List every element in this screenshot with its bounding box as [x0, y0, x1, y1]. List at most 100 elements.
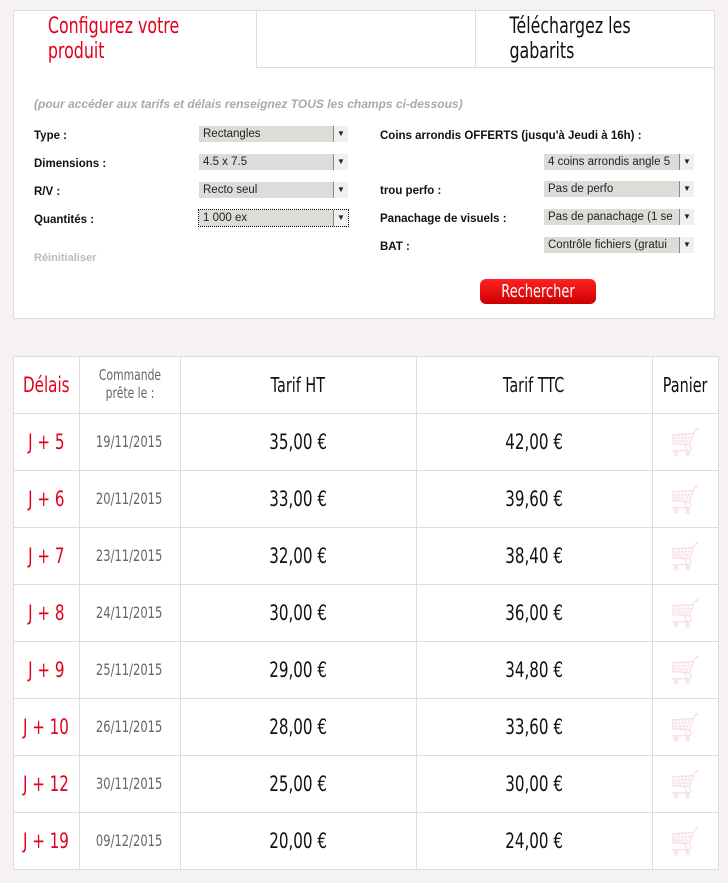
- tab-configure-label: Configurez votre produit: [47, 14, 180, 64]
- table-row: J + 12 30/11/2015 25,00 € 30,00 € 🛒︎: [13, 755, 719, 813]
- chevron-down-icon: ▼: [333, 126, 348, 142]
- delay-value: J + 7: [28, 544, 65, 568]
- cell-ready-date: 09/12/2015: [78, 812, 181, 870]
- table-row: J + 8 24/11/2015 30,00 € 36,00 € 🛒︎: [13, 584, 719, 642]
- corners-select[interactable]: 4 coins arrondis angle 5 ▼: [544, 154, 694, 170]
- cell-price-ht: 20,00 €: [179, 812, 417, 870]
- cart-icon[interactable]: 🛒︎: [667, 768, 703, 800]
- quantity-label: Quantités :: [34, 214, 95, 226]
- corners-value: 4 coins arrondis angle 5: [548, 156, 671, 168]
- delay-value: J + 5: [28, 430, 65, 454]
- cell-price-ttc: 30,00 €: [415, 755, 653, 813]
- form-hint: (pour accéder aux tarifs et délais rense…: [34, 97, 463, 111]
- cell-cart: 🛒︎: [651, 641, 719, 699]
- corners-label: Coins arrondis OFFERTS (jusqu'à Jeudi à …: [380, 130, 642, 142]
- header-ready-date-label: Commande prête le :: [98, 366, 161, 402]
- tab-configure[interactable]: Configurez votre produit: [14, 11, 256, 67]
- cell-price-ttc: 42,00 €: [415, 413, 653, 471]
- price-ttc-value: 36,00 €: [505, 601, 563, 625]
- ready-date-value: 25/11/2015: [96, 660, 163, 679]
- ready-date-value: 30/11/2015: [96, 774, 163, 793]
- price-ttc-value: 42,00 €: [505, 430, 563, 454]
- price-table: Délais Commande prête le : Tarif HT Tari…: [13, 356, 719, 870]
- ready-date-value: 20/11/2015: [96, 489, 163, 508]
- header-price-ttc-label: Tarif TTC: [503, 372, 565, 397]
- cell-price-ttc: 36,00 €: [415, 584, 653, 642]
- dimensions-select[interactable]: 4.5 x 7.5 ▼: [199, 154, 348, 170]
- type-label: Type :: [34, 130, 68, 142]
- cell-cart: 🛒︎: [651, 470, 719, 528]
- price-ht-value: 33,00 €: [269, 487, 327, 511]
- perfo-select[interactable]: Pas de perfo ▼: [544, 181, 694, 197]
- header-price-ht-label: Tarif HT: [270, 372, 326, 397]
- cell-cart: 🛒︎: [651, 527, 719, 585]
- cell-ready-date: 25/11/2015: [78, 641, 181, 699]
- delay-value: J + 10: [23, 715, 70, 739]
- header-delay: Délais: [13, 356, 80, 414]
- quantity-select[interactable]: 1 000 ex ▼: [198, 209, 349, 227]
- cell-price-ht: 35,00 €: [179, 413, 417, 471]
- chevron-down-icon: ▼: [679, 181, 694, 197]
- rv-value: Recto seul: [203, 184, 258, 196]
- header-price-ttc: Tarif TTC: [415, 356, 653, 414]
- search-button[interactable]: Rechercher: [480, 279, 596, 304]
- cart-icon[interactable]: 🛒︎: [667, 597, 703, 629]
- header-ready-date: Commande prête le :: [78, 356, 181, 414]
- price-ht-value: 29,00 €: [269, 658, 327, 682]
- price-ttc-value: 30,00 €: [505, 772, 563, 796]
- ready-date-value: 23/11/2015: [96, 546, 163, 565]
- price-ht-value: 28,00 €: [269, 715, 327, 739]
- cell-cart: 🛒︎: [651, 584, 719, 642]
- ready-date-value: 24/11/2015: [96, 603, 163, 622]
- configurator-panel: Configurez votre produit Téléchargez les…: [13, 10, 715, 319]
- table-row: J + 10 26/11/2015 28,00 € 33,60 € 🛒︎: [13, 698, 719, 756]
- type-select[interactable]: Rectangles ▼: [199, 126, 348, 142]
- cell-ready-date: 20/11/2015: [78, 470, 181, 528]
- header-cart-label: Panier: [662, 372, 708, 397]
- dimensions-value: 4.5 x 7.5: [203, 156, 248, 168]
- chevron-down-icon: ▼: [333, 182, 348, 198]
- cell-ready-date: 24/11/2015: [78, 584, 181, 642]
- delay-value: J + 19: [23, 829, 70, 853]
- bat-value: Contrôle fichiers (gratui: [548, 239, 667, 251]
- cell-price-ttc: 38,40 €: [415, 527, 653, 585]
- cell-price-ttc: 39,60 €: [415, 470, 653, 528]
- chevron-down-icon: ▼: [679, 237, 694, 253]
- price-ttc-value: 39,60 €: [505, 487, 563, 511]
- delay-value: J + 6: [28, 487, 65, 511]
- bat-label: BAT :: [380, 241, 410, 253]
- cart-icon[interactable]: 🛒︎: [667, 654, 703, 686]
- cell-cart: 🛒︎: [651, 698, 719, 756]
- table-row: J + 19 09/12/2015 20,00 € 24,00 € 🛒︎: [13, 812, 719, 870]
- type-value: Rectangles: [203, 128, 261, 140]
- cell-delay: J + 10: [13, 698, 80, 756]
- cell-delay: J + 19: [13, 812, 80, 870]
- price-ttc-value: 33,60 €: [505, 715, 563, 739]
- bat-select[interactable]: Contrôle fichiers (gratui ▼: [544, 237, 694, 253]
- ready-date-value: 09/12/2015: [96, 831, 163, 850]
- tab-templates[interactable]: Téléchargez les gabarits: [475, 11, 715, 68]
- cell-delay: J + 8: [13, 584, 80, 642]
- ready-date-value: 26/11/2015: [96, 717, 163, 736]
- table-row: J + 5 19/11/2015 35,00 € 42,00 € 🛒︎: [13, 413, 719, 471]
- dimensions-label: Dimensions :: [34, 158, 107, 170]
- mix-select[interactable]: Pas de panachage (1 se ▼: [544, 209, 694, 225]
- cart-icon[interactable]: 🛒︎: [667, 825, 703, 857]
- cell-price-ttc: 24,00 €: [415, 812, 653, 870]
- header-price-ht: Tarif HT: [179, 356, 417, 414]
- price-ttc-value: 24,00 €: [505, 829, 563, 853]
- cart-icon[interactable]: 🛒︎: [667, 711, 703, 743]
- cart-icon[interactable]: 🛒︎: [667, 540, 703, 572]
- rv-select[interactable]: Recto seul ▼: [199, 182, 348, 198]
- cell-cart: 🛒︎: [651, 755, 719, 813]
- price-ht-value: 30,00 €: [269, 601, 327, 625]
- cell-price-ht: 32,00 €: [179, 527, 417, 585]
- table-row: J + 7 23/11/2015 32,00 € 38,40 € 🛒︎: [13, 527, 719, 585]
- cart-icon[interactable]: 🛒︎: [667, 426, 703, 458]
- price-ht-value: 35,00 €: [269, 430, 327, 454]
- price-ht-value: 20,00 €: [269, 829, 327, 853]
- cart-icon[interactable]: 🛒︎: [667, 483, 703, 515]
- reset-link[interactable]: Réinitialiser: [34, 252, 97, 264]
- table-row: J + 6 20/11/2015 33,00 € 39,60 € 🛒︎: [13, 470, 719, 528]
- cell-delay: J + 9: [13, 641, 80, 699]
